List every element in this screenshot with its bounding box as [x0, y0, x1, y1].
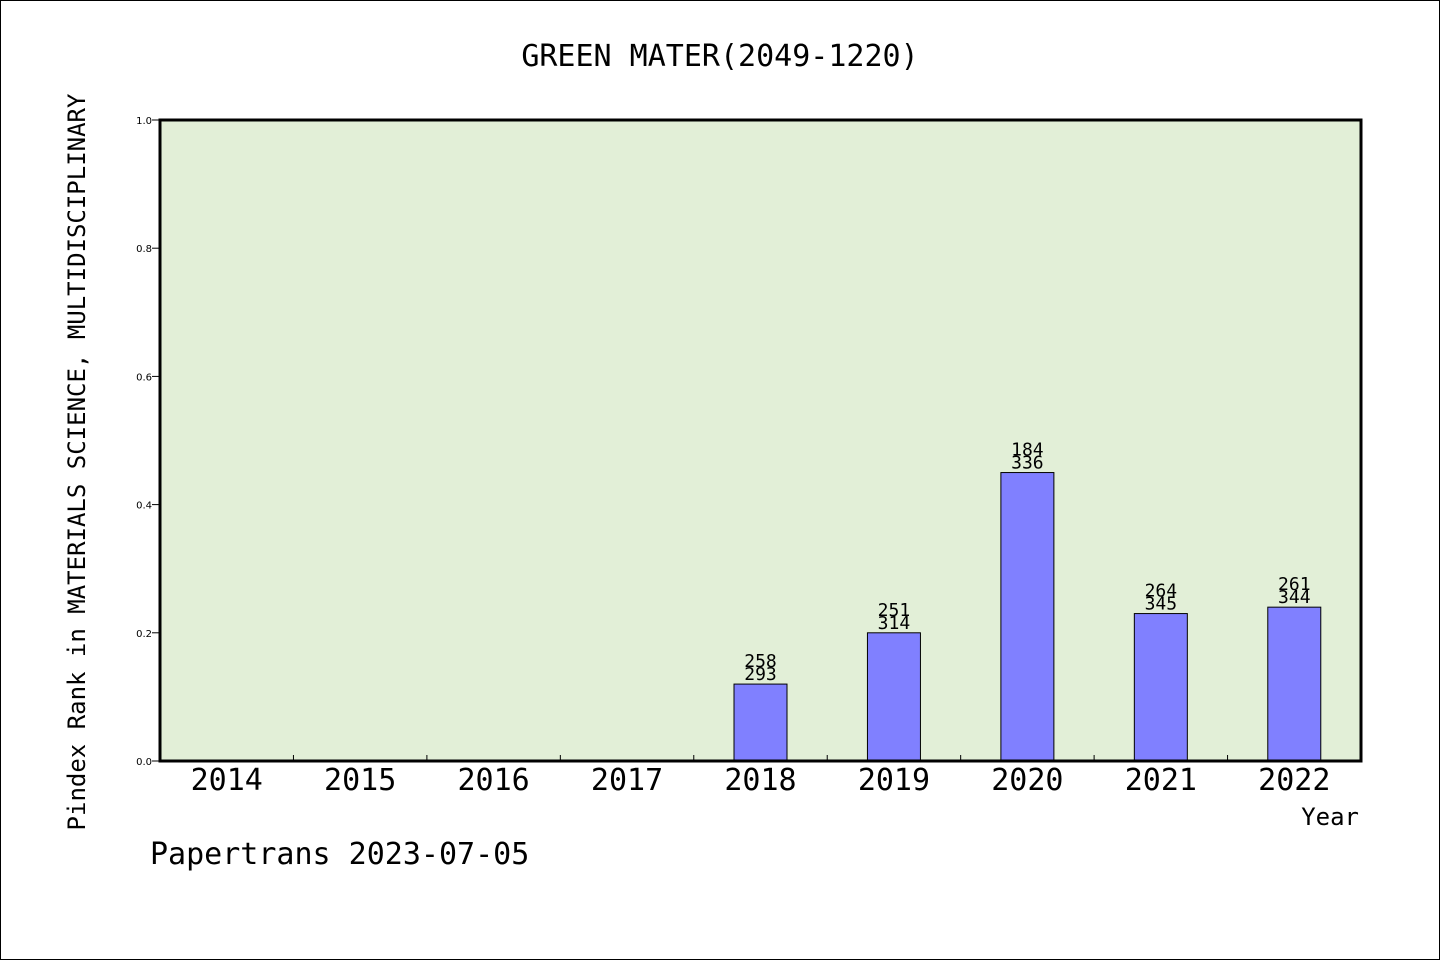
bar-2021 [1133, 613, 1188, 762]
x-tick-label: 2020 [991, 763, 1063, 798]
bar-label-bottom: 293 [744, 664, 777, 685]
bar-2020 [1000, 472, 1055, 762]
bar-label-bottom: 344 [1278, 587, 1311, 608]
y-tick-label: 0.2 [136, 629, 152, 640]
bar-2018 [733, 683, 788, 762]
y-axis: 0.0 0.2 0.4 0.6 0.8 1.0 [136, 116, 160, 768]
x-tick-label: 2018 [724, 763, 796, 798]
plot-border [158, 118, 1363, 763]
chart-title: GREEN MATER(2049-1220) [521, 39, 918, 74]
y-tick-label: 0.0 [136, 757, 152, 768]
y-tick-label: 1.0 [136, 116, 152, 127]
y-tick-label: 0.8 [136, 244, 152, 255]
y-tick-label: 0.6 [136, 372, 152, 383]
x-axis: 2014 2015 2016 2017 2018 2019 2020 2021 2022 [191, 755, 1330, 798]
y-axis-label: Pindex Rank in MATERIALS SCIENCE, MULTID… [63, 93, 91, 830]
bar-label-top: 251 [878, 600, 911, 621]
bar-label-bottom: 314 [878, 613, 911, 634]
x-tick-label: 2016 [457, 763, 529, 798]
bar-label-top: 264 [1145, 581, 1178, 602]
bars [733, 472, 1322, 762]
footer-source: Papertrans 2023-07-05 [150, 837, 529, 872]
bar-label-top: 261 [1278, 574, 1311, 595]
bar-label-bottom: 345 [1145, 594, 1178, 615]
bar-2022 [1267, 606, 1322, 762]
x-tick-label: 2021 [1125, 763, 1197, 798]
x-axis-label: Year [1301, 803, 1359, 831]
bar-label-top: 258 [744, 651, 777, 672]
bar-label-top: 184 [1011, 440, 1044, 461]
bar-label-bottom: 336 [1011, 453, 1044, 474]
x-tick-label: 2019 [858, 763, 930, 798]
x-tick-label: 2015 [324, 763, 396, 798]
x-tick-label: 2017 [591, 763, 663, 798]
x-tick-label: 2014 [191, 763, 263, 798]
y-tick-label: 0.4 [136, 501, 152, 512]
x-tick-label: 2022 [1258, 763, 1330, 798]
bar-2019 [866, 632, 921, 762]
